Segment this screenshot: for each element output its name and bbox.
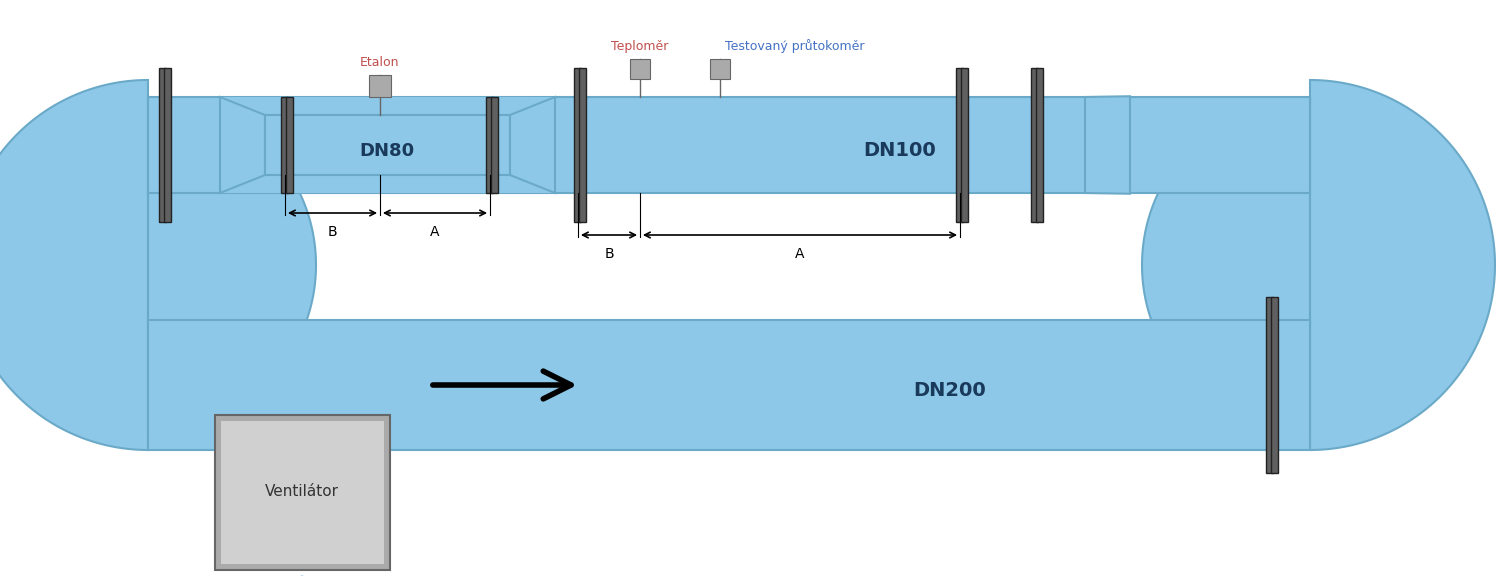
- Polygon shape: [220, 97, 265, 193]
- Text: Testovaný průtokoměr: Testovaný průtokoměr: [726, 39, 865, 53]
- Polygon shape: [1141, 80, 1495, 450]
- Bar: [630, 59, 649, 79]
- Text: Etalon: Etalon: [361, 56, 399, 69]
- Bar: [574, 68, 580, 222]
- Bar: [491, 97, 498, 193]
- Bar: [486, 97, 494, 193]
- Bar: [711, 59, 730, 79]
- Text: Teploměr: Teploměr: [612, 40, 669, 53]
- Bar: [286, 97, 293, 193]
- Bar: [1272, 297, 1278, 473]
- Bar: [165, 68, 171, 222]
- Bar: [215, 415, 390, 570]
- Polygon shape: [1085, 96, 1129, 194]
- Bar: [956, 68, 963, 222]
- Text: DN200: DN200: [914, 381, 986, 400]
- Text: DN80: DN80: [359, 142, 414, 160]
- Text: A: A: [796, 247, 805, 261]
- Bar: [265, 115, 510, 175]
- Text: B: B: [328, 225, 337, 239]
- Polygon shape: [0, 80, 316, 450]
- Text: Ventilátor: Ventilátor: [265, 484, 340, 499]
- Bar: [148, 97, 1310, 193]
- Bar: [148, 320, 1310, 450]
- Text: DN100: DN100: [863, 141, 936, 160]
- Bar: [281, 97, 289, 193]
- Polygon shape: [510, 97, 555, 193]
- Bar: [960, 68, 968, 222]
- Bar: [1037, 68, 1043, 222]
- Bar: [579, 68, 586, 222]
- Bar: [370, 75, 390, 97]
- Text: B: B: [604, 247, 613, 261]
- Bar: [1031, 68, 1038, 222]
- Bar: [220, 97, 555, 193]
- Bar: [1266, 297, 1273, 473]
- Text: A: A: [431, 225, 440, 239]
- Bar: [159, 68, 166, 222]
- Bar: [221, 421, 384, 564]
